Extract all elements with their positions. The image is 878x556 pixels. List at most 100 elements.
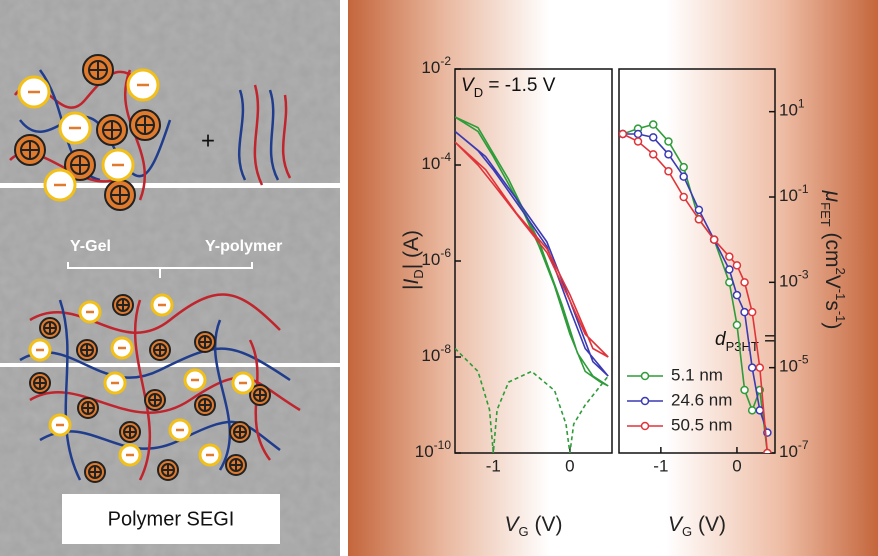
marker xyxy=(679,172,688,181)
plus-icon xyxy=(199,399,211,411)
marker xyxy=(732,261,742,270)
tick-exponent: -2 xyxy=(440,54,451,68)
marker xyxy=(648,133,658,142)
text-part: V xyxy=(505,513,521,536)
marker xyxy=(755,363,765,372)
plus-icon xyxy=(149,394,161,406)
annotation: dP3HT = xyxy=(715,329,775,354)
chain xyxy=(214,319,231,471)
plot-frame xyxy=(618,68,776,454)
x-tick-label: -1 xyxy=(653,456,668,475)
tick-exponent: 1 xyxy=(798,97,805,111)
marker xyxy=(664,167,673,176)
marker xyxy=(740,307,749,317)
schematic: + Y-Gel Y-polymer Polymer SEGI xyxy=(0,0,340,556)
text-part: | xyxy=(400,285,423,290)
text-part: (cm xyxy=(821,227,844,268)
legend-marker xyxy=(640,421,650,431)
plus-icon xyxy=(136,116,154,134)
y-axis-label: μFET (cm2V-1s-1) xyxy=(818,190,848,330)
legend-label: 50.5 nm xyxy=(671,415,732,434)
marker xyxy=(747,307,757,317)
chain xyxy=(237,89,247,181)
plus-icon xyxy=(81,344,93,356)
tick-base: 10 xyxy=(415,442,434,461)
plus-icon xyxy=(89,466,101,478)
y-tick-label: 10-2 xyxy=(421,54,451,77)
series-line xyxy=(455,130,609,377)
text-part: ) xyxy=(821,322,844,329)
tick-exponent: -5 xyxy=(798,353,809,367)
marker xyxy=(664,150,673,159)
y-tick-label: 10-5 xyxy=(779,353,809,376)
tick-base: 10 xyxy=(779,357,798,376)
tick-base: 10 xyxy=(779,186,798,205)
text-part: = -1.5 V xyxy=(483,75,556,96)
y-tick-label: 10-4 xyxy=(421,150,451,173)
legend-marker xyxy=(640,371,650,381)
text-part: I xyxy=(400,279,423,285)
plus-icon xyxy=(162,464,174,476)
caption-box xyxy=(62,494,280,544)
chain xyxy=(19,347,291,382)
plus-icon xyxy=(230,459,242,471)
chain xyxy=(133,299,152,481)
y-tick-label: 10-8 xyxy=(421,342,451,365)
marker xyxy=(664,137,673,146)
marker xyxy=(694,205,704,215)
tick-exponent: -8 xyxy=(440,342,451,356)
annotation: VD = -1.5 V xyxy=(461,75,556,100)
y-axis-label: |ID| (A) xyxy=(400,230,426,290)
plus-icon xyxy=(199,336,211,348)
text-part: (V) xyxy=(529,513,563,536)
plot-frame xyxy=(454,68,613,454)
x-axis-label: VG (V) xyxy=(668,513,726,539)
x-axis-label: VG (V) xyxy=(505,513,563,539)
marker xyxy=(763,448,772,453)
tick-exponent: -3 xyxy=(798,268,809,282)
tick-base: 10 xyxy=(421,154,440,173)
x-tick-label: 0 xyxy=(732,456,741,475)
plot-area xyxy=(455,116,609,453)
text-part: FET xyxy=(818,202,833,227)
marker xyxy=(747,363,757,372)
text-part: V xyxy=(821,275,844,289)
plus-icon xyxy=(89,61,107,79)
plus-icon xyxy=(117,299,129,311)
y-tick-label: 10-10 xyxy=(415,438,452,461)
plus-icon xyxy=(254,389,266,401)
text-part: P3HT xyxy=(726,339,759,354)
white-line xyxy=(0,183,340,188)
schematic-label: Y-Gel xyxy=(70,238,111,255)
marker xyxy=(694,215,704,224)
tick-base: 10 xyxy=(779,442,798,461)
chain xyxy=(58,299,82,481)
text-part: G xyxy=(519,524,529,539)
marker xyxy=(755,406,765,415)
marker xyxy=(725,252,734,261)
x-tick-label: 0 xyxy=(565,456,574,475)
text-part: d xyxy=(715,329,727,350)
legend-label: 5.1 nm xyxy=(671,365,723,384)
chain xyxy=(253,84,264,186)
schematic-label: Y-polymer xyxy=(205,238,282,255)
marker xyxy=(648,150,658,159)
plus-sign: + xyxy=(201,127,215,154)
y-tick-label: 101 xyxy=(779,97,805,120)
marker xyxy=(725,265,734,274)
plus-icon xyxy=(111,186,129,204)
marker xyxy=(633,137,643,146)
y-tick-label: 10-6 xyxy=(421,246,451,269)
text-part: V xyxy=(461,75,476,96)
ions xyxy=(14,54,271,483)
marker xyxy=(679,162,688,172)
marker xyxy=(732,290,742,300)
marker xyxy=(740,278,749,287)
tick-exponent: -6 xyxy=(440,246,451,260)
tick-base: 10 xyxy=(779,272,798,291)
tick-base: 10 xyxy=(421,250,440,269)
plus-icon xyxy=(154,344,166,356)
tick-exponent: -1 xyxy=(798,182,809,196)
